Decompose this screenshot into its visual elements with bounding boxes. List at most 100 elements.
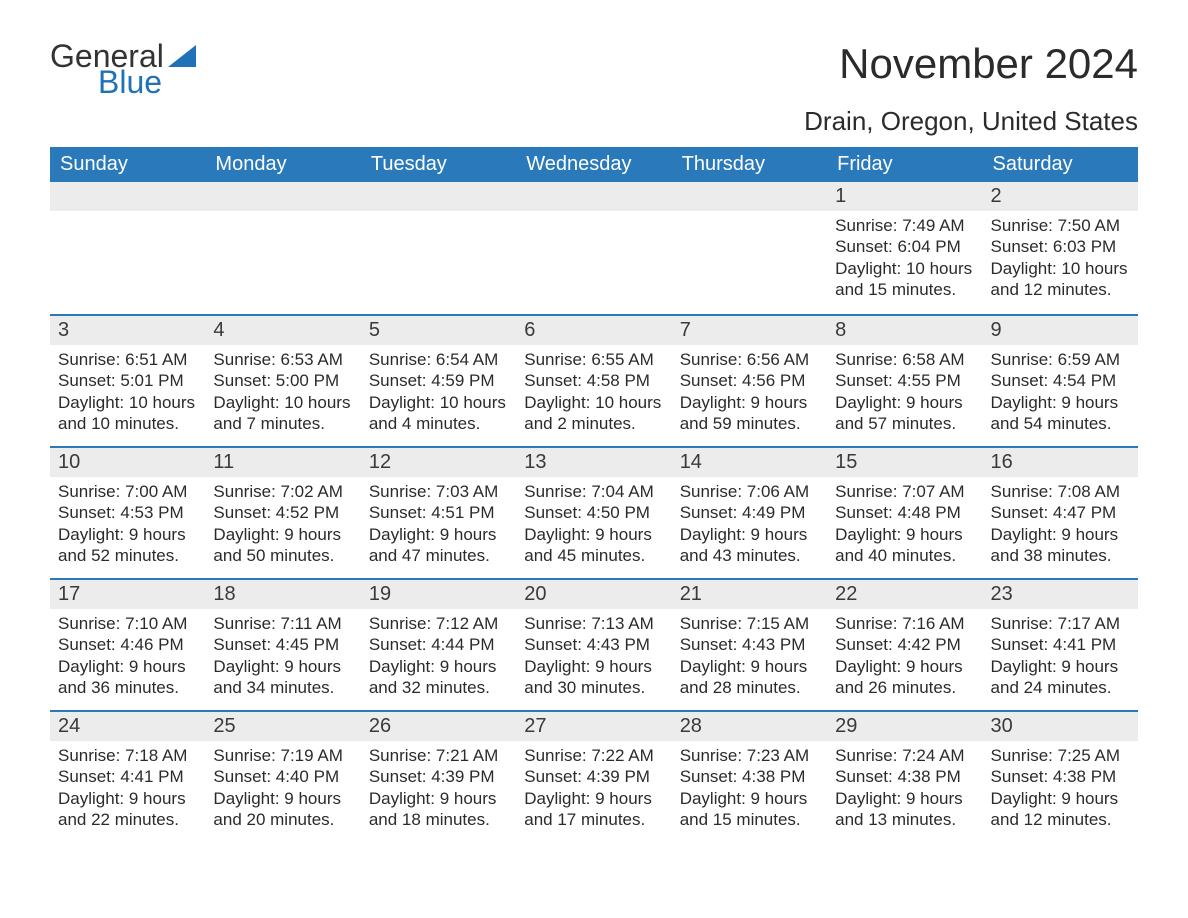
calendar-day-cell: 22Sunrise: 7:16 AMSunset: 4:42 PMDayligh…	[827, 580, 982, 710]
daylight-line: Daylight: 9 hours and 17 minutes.	[524, 788, 663, 831]
calendar-day-cell: 25 Sunrise: 7:19 AMSunset: 4:40 PMDayligh…	[205, 712, 360, 842]
weekday-header-row: Sunday Monday Tuesday Wednesday Thursday…	[50, 147, 1138, 182]
sunrise-line: Sunrise: 6:55 AM	[524, 349, 663, 370]
sunrise-line: Sunrise: 7:25 AM	[991, 745, 1130, 766]
sunrise-line: Sunrise: 7:10 AM	[58, 613, 197, 634]
sunrise-line: Sunrise: 7:49 AM	[835, 215, 974, 236]
day-number: 5	[361, 316, 516, 345]
day-number: 1	[827, 182, 982, 211]
sunset-line: Sunset: 4:42 PM	[835, 634, 974, 655]
calendar-day-cell: 27Sunrise: 7:22 AMSunset: 4:39 PMDayligh…	[516, 712, 671, 842]
day-number: .	[516, 182, 671, 211]
title-block: November 2024 Drain, Oregon, United Stat…	[804, 40, 1138, 137]
calendar-week: 24Sunrise: 7:18 AMSunset: 4:41 PMDayligh…	[50, 710, 1138, 842]
daylight-line: Daylight: 9 hours and 40 minutes.	[835, 524, 974, 567]
calendar-day-cell: 2Sunrise: 7:50 AMSunset: 6:03 PMDaylight…	[983, 182, 1138, 314]
calendar-day-cell: 1 Sunrise: 7:49 AMSunset: 6:04 PMDaylight…	[827, 182, 982, 314]
day-number: 24	[50, 712, 205, 741]
sunrise-line: Sunrise: 7:22 AM	[524, 745, 663, 766]
sunset-line: Sunset: 4:38 PM	[991, 766, 1130, 787]
day-number: .	[361, 182, 516, 211]
day-number: .	[672, 182, 827, 211]
calendar-day-cell: 3Sunrise: 6:51 AMSunset: 5:01 PMDaylight…	[50, 316, 205, 446]
day-number: 29	[827, 712, 982, 741]
day-number: 18	[205, 580, 360, 609]
day-number: 9	[983, 316, 1138, 345]
day-number: .	[205, 182, 360, 211]
calendar-day-cell: 28Sunrise: 7:23 AMSunset: 4:38 PMDayligh…	[672, 712, 827, 842]
sunrise-line: Sunrise: 7:19 AM	[213, 745, 352, 766]
day-number: 20	[516, 580, 671, 609]
daylight-line: Daylight: 9 hours and 36 minutes.	[58, 656, 197, 699]
sunrise-line: Sunrise: 7:18 AM	[58, 745, 197, 766]
calendar-day-cell: 29Sunrise: 7:24 AMSunset: 4:38 PMDayligh…	[827, 712, 982, 842]
sunset-line: Sunset: 4:39 PM	[524, 766, 663, 787]
daylight-line: Daylight: 9 hours and 59 minutes.	[680, 392, 819, 435]
daylight-line: Daylight: 10 hours and 10 minutes.	[58, 392, 197, 435]
calendar-day-cell: 24 Sunrise: 7:18 AMSunset: 4:41 PMDayligh…	[50, 712, 205, 842]
sunset-line: Sunset: 4:43 PM	[680, 634, 819, 655]
sunset-line: Sunset: 4:41 PM	[58, 766, 197, 787]
calendar-day-cell: 7Sunrise: 6:56 AMSunset: 4:56 PMDaylight…	[672, 316, 827, 446]
day-number: 3	[50, 316, 205, 345]
calendar-day-cell: 4Sunrise: 6:53 AMSunset: 5:00 PMDaylight…	[205, 316, 360, 446]
day-number: 21	[672, 580, 827, 609]
sunrise-line: Sunrise: 7:06 AM	[680, 481, 819, 502]
calendar-day-cell: 10Sunrise: 7:00 AMSunset: 4:53 PMDayligh…	[50, 448, 205, 578]
weekday-header: Friday	[827, 147, 982, 182]
day-number: 2	[983, 182, 1138, 211]
weekday-header: Sunday	[50, 147, 205, 182]
sunrise-line: Sunrise: 6:58 AM	[835, 349, 974, 370]
day-number: 11	[205, 448, 360, 477]
day-number: 30	[983, 712, 1138, 741]
sunset-line: Sunset: 4:56 PM	[680, 370, 819, 391]
calendar-empty-cell: .	[516, 182, 671, 314]
calendar-page: General Blue November 2024 Drain, Oregon…	[0, 0, 1188, 882]
daylight-line: Daylight: 9 hours and 20 minutes.	[213, 788, 352, 831]
weeks-container: .....1Sunrise: 7:49 AMSunset: 6:04 PMDay…	[50, 182, 1138, 842]
sunset-line: Sunset: 4:43 PM	[524, 634, 663, 655]
sunrise-line: Sunrise: 7:23 AM	[680, 745, 819, 766]
daylight-line: Daylight: 9 hours and 24 minutes.	[991, 656, 1130, 699]
day-number: 26	[361, 712, 516, 741]
calendar-week: 3Sunrise: 6:51 AMSunset: 5:01 PMDaylight…	[50, 314, 1138, 446]
daylight-line: Daylight: 9 hours and 30 minutes.	[524, 656, 663, 699]
daylight-line: Daylight: 9 hours and 34 minutes.	[213, 656, 352, 699]
logo: General Blue	[50, 40, 196, 98]
daylight-line: Daylight: 9 hours and 57 minutes.	[835, 392, 974, 435]
sunset-line: Sunset: 4:47 PM	[991, 502, 1130, 523]
sunset-line: Sunset: 4:53 PM	[58, 502, 197, 523]
sunrise-line: Sunrise: 7:11 AM	[213, 613, 352, 634]
calendar-empty-cell: .	[50, 182, 205, 314]
sunset-line: Sunset: 4:48 PM	[835, 502, 974, 523]
sunrise-line: Sunrise: 6:54 AM	[369, 349, 508, 370]
sunrise-line: Sunrise: 7:00 AM	[58, 481, 197, 502]
location-subtitle: Drain, Oregon, United States	[804, 106, 1138, 137]
daylight-line: Daylight: 10 hours and 15 minutes.	[835, 258, 974, 301]
sunset-line: Sunset: 4:52 PM	[213, 502, 352, 523]
daylight-line: Daylight: 10 hours and 12 minutes.	[991, 258, 1130, 301]
day-number: 25	[205, 712, 360, 741]
sunset-line: Sunset: 4:54 PM	[991, 370, 1130, 391]
weekday-header: Saturday	[983, 147, 1138, 182]
calendar-day-cell: 17Sunrise: 7:10 AMSunset: 4:46 PMDayligh…	[50, 580, 205, 710]
sunrise-line: Sunrise: 6:56 AM	[680, 349, 819, 370]
sunrise-line: Sunrise: 6:51 AM	[58, 349, 197, 370]
sunset-line: Sunset: 6:04 PM	[835, 236, 974, 257]
sunrise-line: Sunrise: 6:53 AM	[213, 349, 352, 370]
calendar-day-cell: 18Sunrise: 7:11 AMSunset: 4:45 PMDayligh…	[205, 580, 360, 710]
sunrise-line: Sunrise: 7:21 AM	[369, 745, 508, 766]
sunrise-line: Sunrise: 7:15 AM	[680, 613, 819, 634]
calendar-day-cell: 15Sunrise: 7:07 AMSunset: 4:48 PMDayligh…	[827, 448, 982, 578]
daylight-line: Daylight: 9 hours and 26 minutes.	[835, 656, 974, 699]
sunset-line: Sunset: 4:59 PM	[369, 370, 508, 391]
calendar: Sunday Monday Tuesday Wednesday Thursday…	[50, 147, 1138, 842]
calendar-day-cell: 5 Sunrise: 6:54 AMSunset: 4:59 PMDaylight…	[361, 316, 516, 446]
daylight-line: Daylight: 10 hours and 4 minutes.	[369, 392, 508, 435]
calendar-empty-cell: .	[361, 182, 516, 314]
sunrise-line: Sunrise: 7:13 AM	[524, 613, 663, 634]
sunset-line: Sunset: 4:40 PM	[213, 766, 352, 787]
daylight-line: Daylight: 9 hours and 22 minutes.	[58, 788, 197, 831]
sunrise-line: Sunrise: 7:24 AM	[835, 745, 974, 766]
day-number: 6	[516, 316, 671, 345]
